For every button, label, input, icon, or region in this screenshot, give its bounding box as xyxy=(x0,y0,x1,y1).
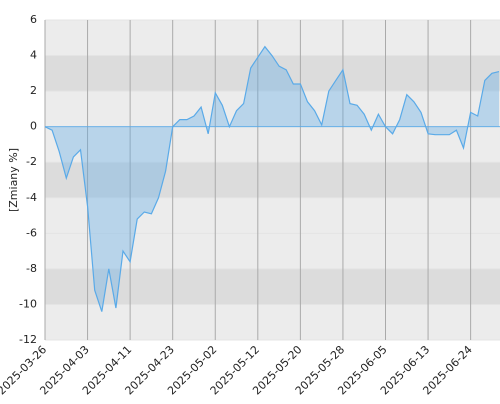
plot-band xyxy=(45,268,500,305)
y-tick-label: 6 xyxy=(30,13,37,26)
plot-band xyxy=(45,233,500,269)
y-axis-label: [Zmiany %] xyxy=(7,148,20,212)
plot-band xyxy=(45,126,500,163)
plot-band xyxy=(45,197,500,234)
y-tick-label: 2 xyxy=(30,84,37,97)
plot-band xyxy=(45,162,500,198)
plot-band xyxy=(45,304,500,340)
plot-band xyxy=(45,55,500,92)
y-tick-label: -4 xyxy=(26,191,37,204)
y-tick-label: 4 xyxy=(30,49,37,62)
y-tick-label: -2 xyxy=(26,155,37,168)
y-tick-label: -8 xyxy=(26,262,37,275)
y-tick-label: 0 xyxy=(30,120,37,133)
y-tick-label: -12 xyxy=(19,333,37,346)
y-tick-label: -6 xyxy=(26,226,37,239)
line xyxy=(44,45,500,312)
y-tick-label: -10 xyxy=(19,297,37,310)
plot-band xyxy=(45,20,500,56)
area xyxy=(45,46,499,312)
